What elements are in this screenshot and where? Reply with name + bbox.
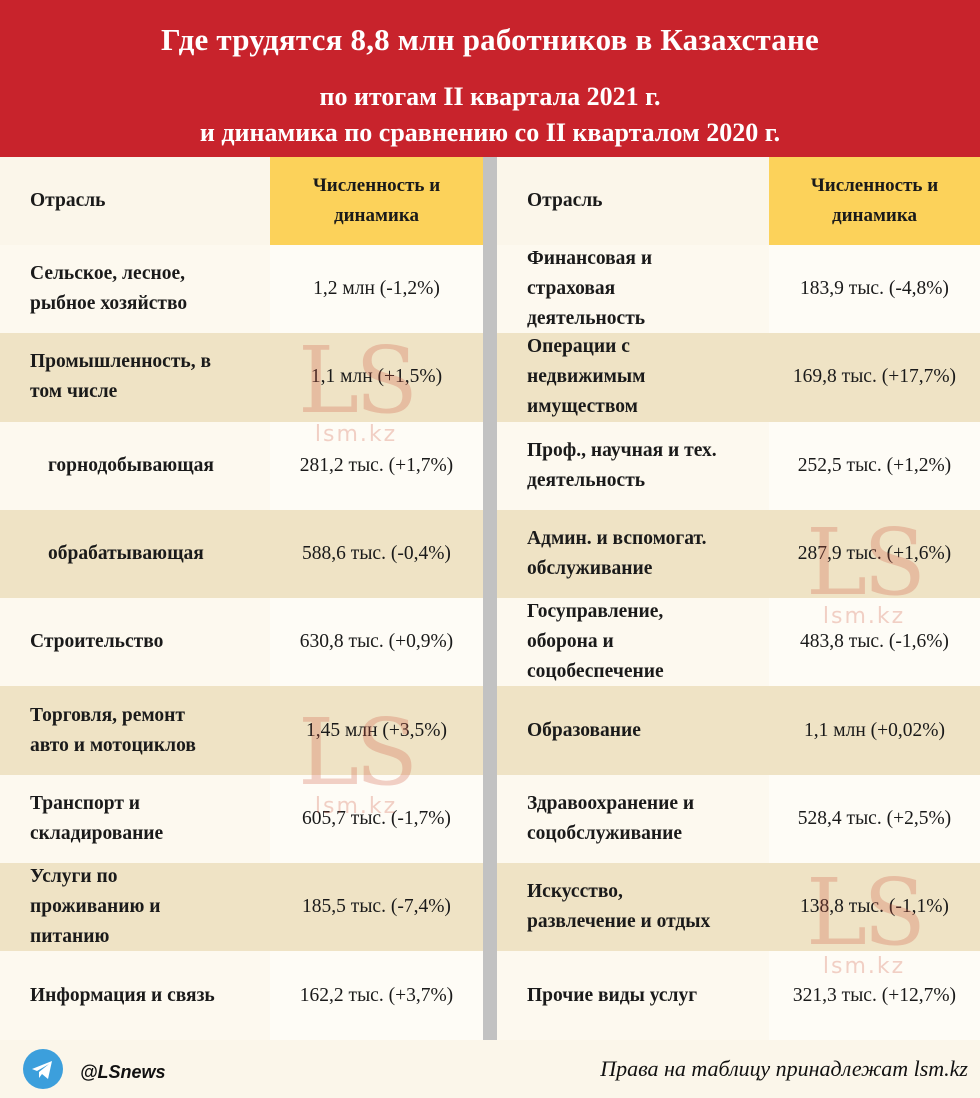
sector-name: Строительство [0,598,270,687]
sector-name: Промышленность, в том числе [0,333,270,422]
sector-name: Образование [497,686,769,775]
sector-name: Сельское, лесное, рыбное хозяйство [0,245,270,334]
table-row: Услуги по проживанию и питанию 185,5 тыс. (… [0,863,483,952]
column-header-sector: Отрасль [497,157,769,245]
sector-name: Информация и связь [0,951,270,1040]
telegram-icon[interactable] [23,1049,63,1089]
employment-value: 1,1 млн (+1,5%) [270,333,483,422]
employment-value: 287,9 тыс. (+1,6%) [769,509,980,599]
table-row: горнодобывающая 281,2 тыс. (+1,7%) [0,421,483,510]
sector-name: Админ. и вспомогат. обслуживание [497,509,769,599]
copyright-note: Права на таблицу принадлежат lsm.kz [600,1056,968,1081]
employment-value: 1,2 млн (-1,2%) [270,245,483,334]
table-row: Искусство, развлечение и отдых 138,8 тыс. … [497,863,980,952]
employment-value: 185,5 тыс. (-7,4%) [270,863,483,952]
employment-value: 183,9 тыс. (-4,8%) [769,245,980,334]
right-table: Отрасль Численность и динамика Финансовая… [497,157,980,1040]
employment-value: 1,45 млн (+3,5%) [270,686,483,775]
table-row: Промышленность, в том числе 1,1 млн (+1,5%… [0,333,483,422]
left-table: Отрасль Численность и динамика Сельское, … [0,157,483,1040]
table-row: Строительство 630,8 тыс. (+0,9%) [0,598,483,687]
column-header-value: Численность и динамика [769,157,980,245]
sector-name: горнодобывающая [0,421,270,510]
sector-name: Услуги по проживанию и питанию [0,863,270,952]
table-row: Сельское, лесное, рыбное хозяйство 1,2 млн… [0,245,483,334]
employment-value: 169,8 тыс. (+17,7%) [769,333,980,422]
table-row: Торговля, ремонт авто и мотоциклов 1,45 мл… [0,686,483,775]
table-row: Прочие виды услуг 321,3 тыс. (+12,7%) [497,951,980,1040]
column-header-sector: Отрасль [0,157,270,245]
employment-value: 1,1 млн (+0,02%) [769,686,980,775]
table-row: Транспорт и складирование 605,7 тыс. (-1,7… [0,774,483,864]
table-row: Госуправление, оборона и соцобеспечение 483… [497,598,980,687]
footer: @LSnews Права на таблицу принадлежат lsm… [0,1040,980,1098]
table-row: обрабатывающая 588,6 тыс. (-0,4%) [0,509,483,599]
employment-value: 281,2 тыс. (+1,7%) [270,421,483,510]
table-row: Финансовая и страховая деятельность 183,9 т… [497,245,980,334]
sector-name: обрабатывающая [0,509,270,599]
table-row: Проф., научная и тех. деятельность 252,5 т… [497,421,980,510]
sector-name: Операции с недвижимым имуществом [497,333,769,422]
header-banner: Где трудятся 8,8 млн работников в Казахс… [0,0,980,157]
table-row: Информация и связь 162,2 тыс. (+3,7%) [0,951,483,1040]
sector-name: Торговля, ремонт авто и мотоциклов [0,686,270,775]
sector-name: Прочие виды услуг [497,951,769,1040]
employment-value: 605,7 тыс. (-1,7%) [270,774,483,864]
column-divider [483,157,497,1040]
page-subtitle-line1: по итогам II квартала 2021 г. [319,82,661,111]
page-subtitle-line2: и динамика по сравнению со II кварталом … [199,118,781,147]
sector-name: Здравоохранение и соцобслуживание [497,774,769,864]
sector-name: Искусство, развлечение и отдых [497,863,769,952]
employment-value: 252,5 тыс. (+1,2%) [769,421,980,510]
table-row: Образование 1,1 млн (+0,02%) [497,686,980,775]
table-header-row: Отрасль Численность и динамика [0,157,483,245]
telegram-handle[interactable]: @LSnews [80,1062,166,1082]
column-header-value: Численность и динамика [270,157,483,245]
table-row: Операции с недвижимым имуществом 169,8 тыс.… [497,333,980,422]
employment-value: 483,8 тыс. (-1,6%) [769,598,980,687]
sector-name: Проф., научная и тех. деятельность [497,421,769,510]
sector-name: Финансовая и страховая деятельность [497,245,769,334]
employment-value: 588,6 тыс. (-0,4%) [270,509,483,599]
table-row: Админ. и вспомогат. обслуживание 287,9 тыс… [497,509,980,599]
table-header-row: Отрасль Численность и динамика [497,157,980,245]
table-row: Здравоохранение и соцобслуживание 528,4 ты… [497,774,980,864]
employment-value: 630,8 тыс. (+0,9%) [270,598,483,687]
employment-value: 138,8 тыс. (-1,1%) [769,863,980,952]
page-title: Где трудятся 8,8 млн работников в Казахс… [161,22,819,57]
sector-name: Госуправление, оборона и соцобеспечение [497,598,769,687]
employment-value: 162,2 тыс. (+3,7%) [270,951,483,1040]
employment-value: 321,3 тыс. (+12,7%) [769,951,980,1040]
employment-value: 528,4 тыс. (+2,5%) [769,774,980,864]
sector-name: Транспорт и складирование [0,774,270,864]
